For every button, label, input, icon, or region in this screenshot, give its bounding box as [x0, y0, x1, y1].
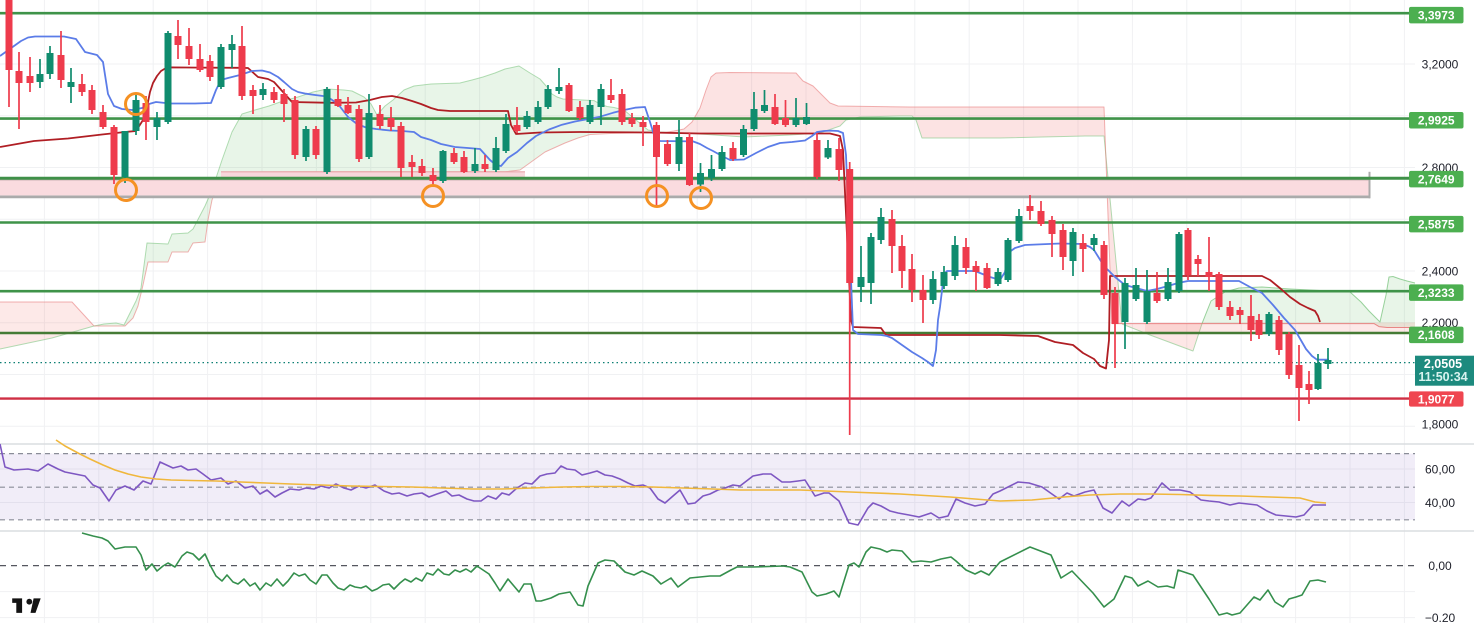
svg-text:2,7649: 2,7649: [1418, 173, 1455, 187]
svg-text:2,5875: 2,5875: [1418, 218, 1455, 232]
svg-text:2,2000: 2,2000: [1422, 316, 1459, 330]
svg-text:3,2000: 3,2000: [1422, 57, 1459, 71]
svg-text:11:50:34: 11:50:34: [1418, 370, 1467, 384]
svg-text:2,4000: 2,4000: [1422, 264, 1459, 278]
svg-text:3,3973: 3,3973: [1418, 9, 1455, 23]
svg-text:60,00: 60,00: [1425, 462, 1455, 476]
svg-text:1,9077: 1,9077: [1418, 392, 1455, 406]
svg-text:0,00: 0,00: [1428, 559, 1452, 573]
svg-text:−0.20: −0.20: [1425, 611, 1456, 623]
svg-text:2,9925: 2,9925: [1418, 114, 1455, 128]
svg-text:2,1608: 2,1608: [1418, 328, 1455, 342]
svg-text:2,0505: 2,0505: [1424, 357, 1462, 371]
svg-text:2,3233: 2,3233: [1418, 286, 1455, 300]
svg-text:1,8000: 1,8000: [1422, 418, 1459, 432]
svg-text:40,00: 40,00: [1425, 496, 1455, 510]
